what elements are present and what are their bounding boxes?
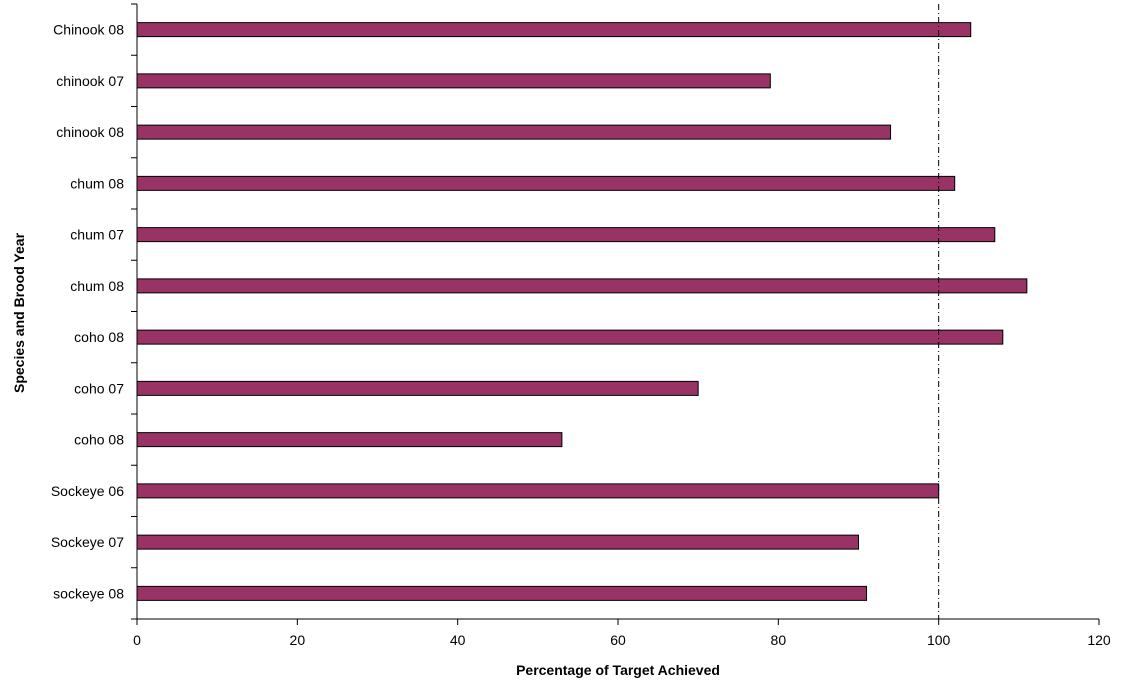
y-tick-label: coho 08 bbox=[74, 329, 124, 345]
bar bbox=[136, 73, 771, 89]
bars-group bbox=[136, 22, 1028, 601]
bar bbox=[136, 329, 1004, 345]
y-tick-label: coho 07 bbox=[74, 380, 124, 396]
x-tick-labels: 0 20 40 60 80 100 120 bbox=[133, 632, 1111, 648]
axes-group bbox=[131, 3, 1100, 625]
y-tick-label: chum 08 bbox=[70, 278, 124, 294]
y-tick-label: Sockeye 06 bbox=[51, 483, 124, 499]
y-tick-label: Chinook 08 bbox=[53, 22, 124, 38]
y-tick-label: chinook 08 bbox=[56, 124, 124, 140]
x-tick-label: 120 bbox=[1087, 632, 1111, 648]
bar bbox=[136, 22, 972, 38]
y-tick-label: coho 08 bbox=[74, 432, 124, 448]
bar bbox=[136, 432, 563, 448]
bar bbox=[136, 585, 868, 601]
x-tick-label: 20 bbox=[290, 632, 306, 648]
y-tick-label: Sockeye 07 bbox=[51, 534, 124, 550]
y-tick-labels: Chinook 08 chinook 07 chinook 08 chum 08 chu… bbox=[51, 22, 124, 602]
y-axis-title: Species and Brood Year bbox=[11, 232, 27, 393]
y-tick-label: chum 07 bbox=[70, 227, 124, 243]
bar bbox=[136, 278, 1028, 294]
y-tick-label: chinook 07 bbox=[56, 73, 124, 89]
x-tick-label: 80 bbox=[771, 632, 787, 648]
bar bbox=[136, 175, 956, 191]
bar bbox=[136, 124, 892, 140]
x-tick-label: 40 bbox=[450, 632, 466, 648]
x-tick-label: 100 bbox=[927, 632, 951, 648]
bar bbox=[136, 380, 699, 396]
x-axis-title: Percentage of Target Achieved bbox=[516, 662, 720, 678]
y-tick-label: sockeye 08 bbox=[53, 585, 124, 601]
x-tick-label: 0 bbox=[133, 632, 141, 648]
y-tick-label: chum 08 bbox=[70, 175, 124, 191]
bar bbox=[136, 483, 940, 499]
x-tick-label: 60 bbox=[610, 632, 626, 648]
bar bbox=[136, 227, 996, 243]
bar bbox=[136, 534, 859, 550]
